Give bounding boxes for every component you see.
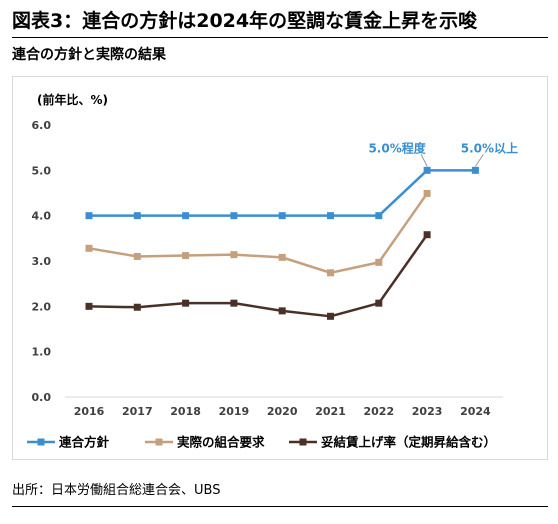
x-tick-label: 2021	[315, 405, 346, 418]
y-axis-label: (前年比、%)	[37, 92, 108, 107]
figure-title: 図表3：連合の方針は2024年の堅調な賃金上昇を示唆	[12, 10, 478, 32]
data-point-marker	[182, 212, 190, 220]
legend-swatch-marker	[299, 438, 307, 446]
annotation-label: 5.0%以上	[461, 140, 518, 155]
chart-subtitle: 連合の方針と実際の結果	[12, 47, 166, 63]
bottom-divider	[12, 506, 548, 507]
data-point-marker	[375, 258, 383, 266]
data-point-marker	[85, 244, 93, 252]
title-divider	[12, 37, 548, 38]
data-point-marker	[230, 299, 238, 307]
series-line-3	[88, 233, 429, 318]
data-point-marker	[230, 212, 238, 220]
y-tick-label: 5.0	[32, 164, 52, 177]
y-tick-label: 0.0	[32, 391, 52, 404]
data-point-marker	[230, 251, 238, 259]
legend-label: 実際の組合要求	[177, 435, 265, 450]
chart-area: (前年比、%) 0.0 1.0 2.0 3.0 4.0 5.0 6.0 2016 2017 2018…	[12, 76, 548, 460]
legend-swatch-marker	[155, 438, 163, 446]
data-point-marker	[85, 212, 93, 220]
data-point-marker	[182, 299, 190, 307]
data-point-marker	[278, 212, 286, 220]
legend-label: 妥結賃上げ率（定期昇給含む）	[321, 435, 496, 450]
x-tick-label: 2020	[267, 405, 298, 418]
legend-swatch-marker	[37, 438, 45, 446]
y-tick-label: 1.0	[32, 346, 52, 359]
x-tick-label: 2017	[122, 405, 153, 418]
x-tick-label: 2016	[74, 405, 105, 418]
data-point-marker	[327, 212, 334, 220]
series-line-2	[88, 192, 429, 275]
y-tick-label: 3.0	[32, 255, 52, 268]
source-note: 出所：日本労働組合総連合会、UBS	[12, 483, 221, 498]
data-point-marker	[375, 212, 383, 220]
data-point-marker	[182, 252, 190, 260]
annotation-leader-line	[475, 154, 484, 167]
y-tick-label: 4.0	[32, 210, 52, 223]
line-chart: (前年比、%) 0.0 1.0 2.0 3.0 4.0 5.0 6.0 2016 2017 2018…	[27, 92, 518, 450]
data-point-marker	[133, 252, 141, 260]
x-tick-label: 2022	[363, 405, 394, 418]
data-point-marker	[423, 231, 431, 239]
x-tick-label: 2019	[219, 405, 250, 418]
data-point-marker	[278, 253, 286, 261]
data-point-marker	[327, 312, 334, 320]
data-point-marker	[375, 299, 383, 307]
data-point-marker	[423, 189, 431, 197]
x-tick-label: 2024	[460, 405, 491, 418]
annotation-leader-line	[420, 154, 428, 167]
data-point-marker	[278, 307, 286, 315]
x-tick-label: 2023	[412, 405, 443, 418]
data-point-marker	[327, 269, 334, 277]
y-tick-label: 6.0	[32, 119, 52, 132]
legend-label: 連合方針	[59, 435, 110, 450]
data-point-marker	[85, 302, 93, 310]
y-tick-label: 2.0	[32, 300, 52, 313]
data-point-marker	[133, 303, 141, 311]
x-tick-label: 2018	[170, 405, 201, 418]
data-point-marker	[471, 166, 479, 174]
data-point-marker	[133, 212, 141, 220]
annotation-label: 5.0%程度	[368, 140, 426, 155]
data-point-marker	[423, 166, 431, 174]
